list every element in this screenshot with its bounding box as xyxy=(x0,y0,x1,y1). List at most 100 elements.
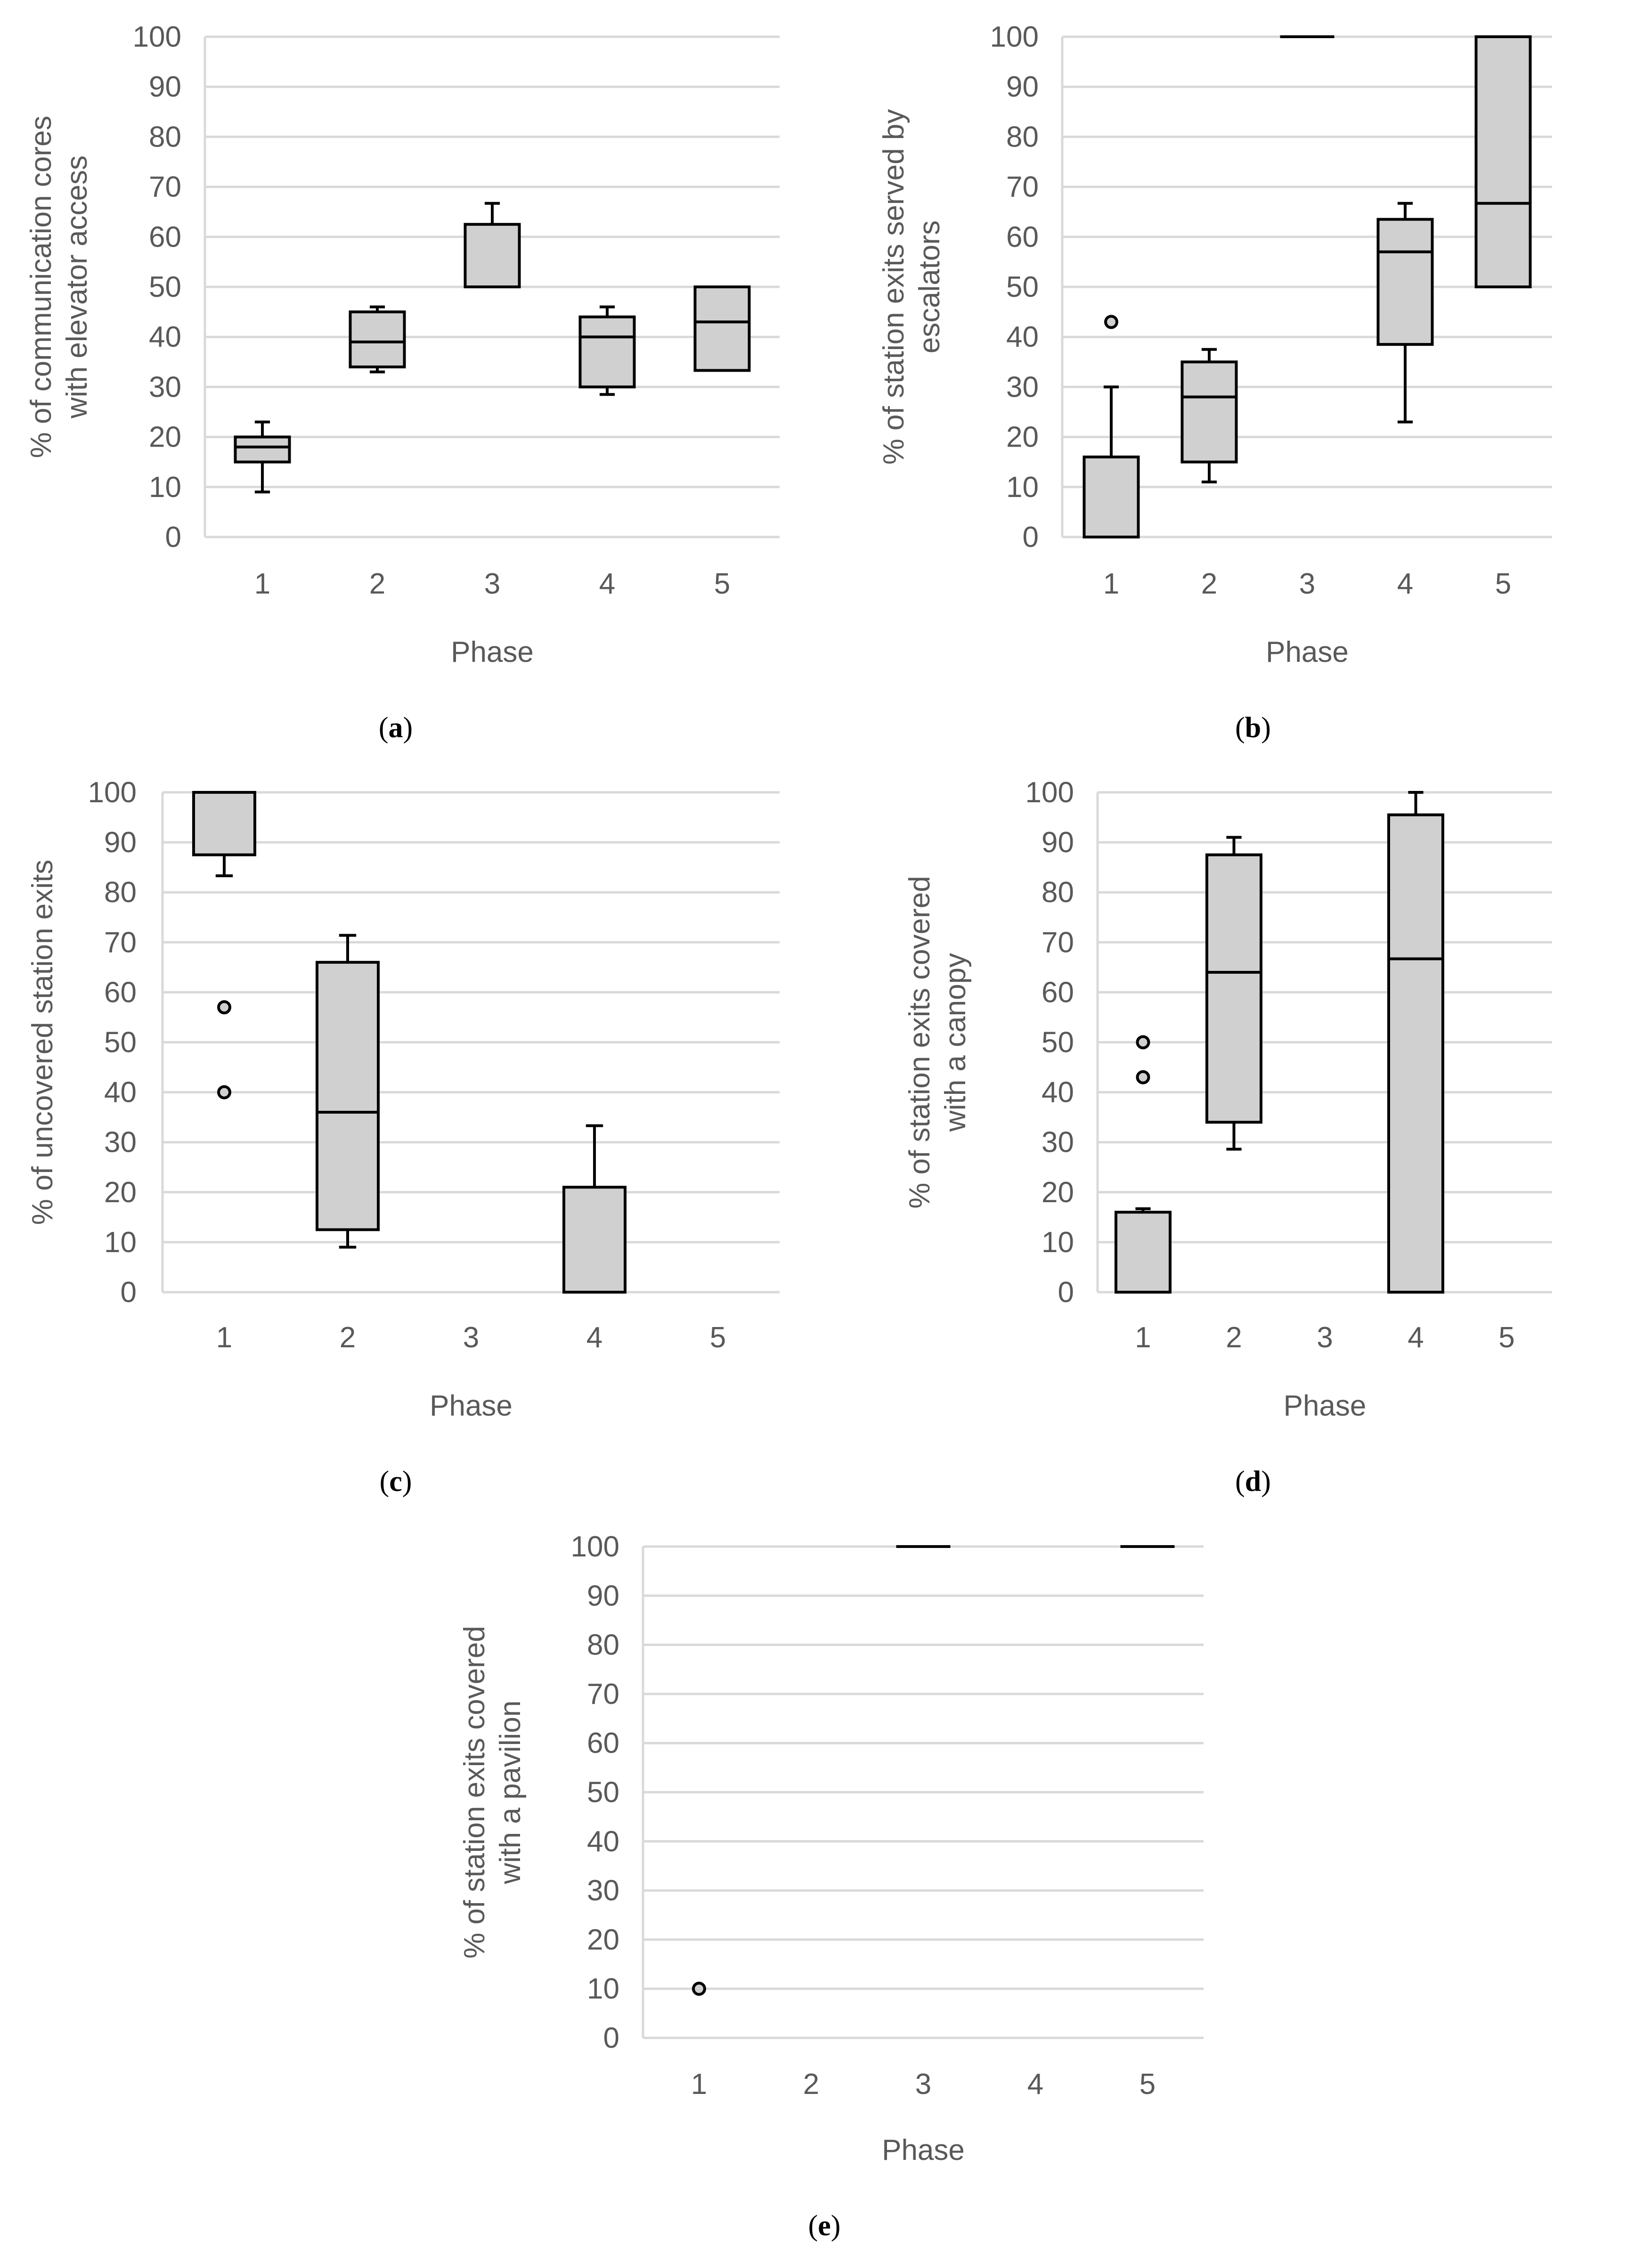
panel-caption: (e) xyxy=(808,2210,841,2242)
y-tick-label: 50 xyxy=(149,271,181,303)
x-axis-title: Phase xyxy=(451,636,534,668)
y-axis-title-line: % of station exits served by xyxy=(878,109,910,465)
x-tick-label: 5 xyxy=(1139,2068,1156,2101)
y-axis-title: % of communication cores with elevator ac… xyxy=(25,115,93,458)
outlier-point xyxy=(217,1000,231,1015)
x-tick-label: 1 xyxy=(254,568,270,600)
y-tick-label: 100 xyxy=(571,1531,619,1563)
x-tick-label: 2 xyxy=(1226,1321,1242,1354)
x-tick-label: 1 xyxy=(216,1321,232,1354)
outlier-point xyxy=(1136,1070,1150,1084)
y-axis-title-line: with a pavilion xyxy=(494,1701,527,1884)
y-tick-label: 90 xyxy=(1042,826,1074,859)
y-tick-label: 90 xyxy=(587,1580,619,1612)
panel-caption: (d) xyxy=(1235,1466,1271,1498)
x-axis-title: Phase xyxy=(430,1390,513,1422)
y-axis-title-line: with a canopy xyxy=(939,953,972,1132)
box-phase-2 xyxy=(349,305,406,374)
y-tick-label: 10 xyxy=(587,1973,619,2005)
y-tick-label: 20 xyxy=(1042,1176,1074,1209)
y-tick-label: 0 xyxy=(1023,521,1039,554)
y-axis-title-line: % of station exits covered xyxy=(458,1626,491,1958)
y-tick-label: 60 xyxy=(1006,221,1039,253)
y-tick-label: 70 xyxy=(1042,926,1074,959)
box-phase-1 xyxy=(234,420,291,494)
y-tick-label: 40 xyxy=(104,1076,137,1109)
box-iqr xyxy=(1474,35,1532,288)
box-iqr xyxy=(316,961,380,1231)
y-tick-label: 70 xyxy=(1006,171,1039,204)
y-axis-title: % of station exits covered with a canopy xyxy=(903,876,972,1208)
x-tick-label: 1 xyxy=(1135,1321,1151,1354)
chart-panel-c: 0 10 20 30 40 50 60 70 80 90 100 1 2 3 4 5 Phase % of unc… xyxy=(26,776,780,1498)
box-phase-2 xyxy=(1180,348,1238,484)
y-tick-label: 90 xyxy=(149,71,181,103)
panel-caption: (b) xyxy=(1235,712,1271,744)
x-axis-title: Phase xyxy=(1284,1390,1367,1422)
chart-panel-b: 0 10 20 30 40 50 60 70 80 90 100 1 2 3 4 5 Phase % of sta… xyxy=(878,21,1552,744)
box-phase-2 xyxy=(316,934,380,1249)
x-tick-label: 3 xyxy=(1317,1321,1333,1354)
box-iqr xyxy=(192,791,256,856)
y-tick-label: 80 xyxy=(104,876,137,909)
y-tick-label: 10 xyxy=(1042,1226,1074,1259)
y-tick-label: 30 xyxy=(149,371,181,403)
y-tick-label: 20 xyxy=(1006,421,1039,454)
chart-panel-d: 0 10 20 30 40 50 60 70 80 90 100 1 2 3 4 5 Phase % of sta… xyxy=(903,776,1552,1498)
panel-caption: (c) xyxy=(380,1466,412,1498)
box-iqr xyxy=(1115,1211,1172,1294)
y-tick-label: 0 xyxy=(121,1276,137,1309)
y-tick-label: 60 xyxy=(104,976,137,1009)
y-tick-label: 30 xyxy=(104,1126,137,1159)
y-tick-label: 20 xyxy=(587,1923,619,1956)
y-tick-label: 80 xyxy=(149,121,181,153)
box-phase-1 xyxy=(1082,315,1140,539)
y-axis-title-line: % of station exits covered xyxy=(903,876,936,1208)
box-iqr xyxy=(234,435,291,464)
y-tick-label: 50 xyxy=(1042,1026,1074,1059)
box-iqr xyxy=(1082,456,1140,539)
box-iqr xyxy=(578,315,636,389)
y-tick-label: 10 xyxy=(149,471,181,504)
x-tick-label: 5 xyxy=(1495,568,1511,600)
y-tick-label: 40 xyxy=(1006,321,1039,353)
box-iqr xyxy=(562,1186,627,1294)
y-tick-label: 40 xyxy=(149,321,181,353)
box-phase-4 xyxy=(578,305,636,396)
x-tick-label: 3 xyxy=(915,2068,931,2101)
chart-panel-a: 0 10 20 30 40 50 60 70 80 90 100 1 2 3 4 5 Phase % of com… xyxy=(25,21,780,744)
box-iqr xyxy=(1180,360,1238,464)
x-tick-label: 2 xyxy=(803,2068,819,2101)
box-phase-1 xyxy=(1115,1035,1172,1294)
box-phase-3 xyxy=(464,202,521,288)
y-tick-label: 50 xyxy=(104,1026,137,1059)
x-tick-label: 3 xyxy=(463,1321,479,1354)
box-iqr xyxy=(464,223,521,288)
x-tick-label: 4 xyxy=(1397,568,1413,600)
x-tick-label: 4 xyxy=(599,568,615,600)
y-tick-label: 60 xyxy=(1042,976,1074,1009)
x-tick-label: 4 xyxy=(586,1321,602,1354)
box-iqr xyxy=(693,285,751,372)
box-phase-4 xyxy=(562,1124,627,1294)
x-axis-title: Phase xyxy=(1266,636,1349,668)
outlier-point xyxy=(217,1085,231,1099)
y-tick-label: 40 xyxy=(587,1825,619,1858)
x-tick-label: 4 xyxy=(1408,1321,1424,1354)
box-phase-5 xyxy=(693,285,751,372)
x-tick-label: 2 xyxy=(340,1321,356,1354)
y-tick-label: 100 xyxy=(133,21,181,53)
box-iqr xyxy=(1205,853,1262,1124)
y-tick-label: 50 xyxy=(1006,271,1039,303)
y-axis-title-line: % of uncovered station exits xyxy=(26,860,59,1225)
y-tick-label: 20 xyxy=(104,1176,137,1209)
outlier-point xyxy=(692,1981,706,1996)
x-tick-label: 3 xyxy=(1299,568,1315,600)
y-tick-label: 70 xyxy=(149,171,181,204)
y-axis-title-line: with elevator access xyxy=(61,155,93,419)
x-tick-label: 1 xyxy=(691,2068,707,2101)
y-tick-label: 100 xyxy=(88,776,137,809)
box-iqr xyxy=(1376,218,1434,346)
panel-caption: (a) xyxy=(379,712,413,744)
